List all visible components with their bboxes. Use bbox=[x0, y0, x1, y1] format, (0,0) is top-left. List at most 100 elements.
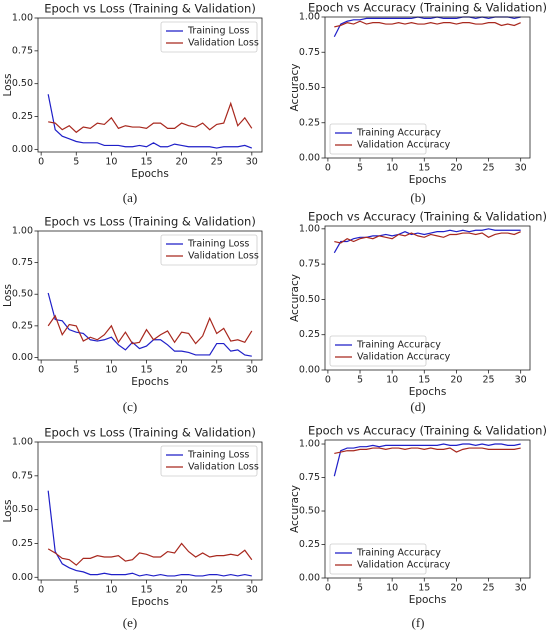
x-tick-label: 5 bbox=[73, 585, 79, 596]
legend-label: Validation Loss bbox=[188, 38, 259, 49]
x-axis-label: Epochs bbox=[409, 386, 447, 398]
y-tick-label: 1.00 bbox=[12, 437, 33, 448]
series-line bbox=[333, 443, 521, 477]
chart-panel: Epoch vs Loss (Training & Validation) Epo… bbox=[2, 426, 263, 630]
y-tick-label: 0.25 bbox=[299, 329, 320, 340]
legend-label: Training Loss bbox=[187, 239, 249, 250]
x-tick-label: 0 bbox=[38, 157, 44, 168]
x-tick-label: 10 bbox=[386, 163, 398, 174]
y-axis-label: Accuracy bbox=[289, 64, 301, 112]
x-tick-label: 30 bbox=[246, 157, 258, 168]
plot-frame bbox=[324, 225, 531, 371]
plot-frame bbox=[324, 16, 531, 159]
chart-title: Epoch vs Loss (Training & Validation) bbox=[44, 426, 256, 440]
chart-title: Epoch vs Loss (Training & Validation) bbox=[44, 215, 256, 229]
y-axis-label: Loss bbox=[2, 284, 14, 307]
chart-title: Epoch vs Accuracy (Training & Validation… bbox=[308, 424, 547, 438]
y-tick-label: 0.75 bbox=[12, 45, 33, 56]
x-tick-label: 0 bbox=[325, 163, 331, 174]
x-tick-label: 25 bbox=[483, 583, 495, 594]
series-line bbox=[333, 16, 521, 38]
x-tick-label: 5 bbox=[73, 157, 79, 168]
y-tick-label: 1.00 bbox=[299, 12, 320, 23]
x-tick-label: 0 bbox=[38, 585, 44, 596]
x-tick-label: 15 bbox=[418, 375, 430, 386]
chart-panel: Epoch vs Accuracy (Training & Validation… bbox=[289, 424, 547, 630]
y-tick-label: 0.75 bbox=[12, 470, 33, 481]
legend-box bbox=[329, 543, 427, 575]
legend-label: Validation Accuracy bbox=[357, 352, 451, 363]
y-tick-label: 0.25 bbox=[299, 117, 320, 128]
y-axis-label: Loss bbox=[2, 73, 14, 96]
y-tick-label: 1.00 bbox=[12, 13, 33, 24]
x-tick-label: 0 bbox=[325, 375, 331, 386]
x-tick-label: 0 bbox=[325, 583, 331, 594]
x-tick-label: 15 bbox=[140, 157, 152, 168]
legend-label: Validation Loss bbox=[188, 462, 259, 473]
y-tick-label: 0.75 bbox=[299, 259, 320, 270]
x-tick-label: 25 bbox=[211, 365, 223, 376]
legend-box bbox=[160, 445, 258, 477]
x-tick-label: 30 bbox=[515, 375, 527, 386]
y-tick-label: 0.50 bbox=[299, 82, 320, 93]
series-line bbox=[47, 490, 252, 577]
y-tick-label: 1.00 bbox=[12, 226, 33, 237]
plot-frame bbox=[37, 441, 263, 581]
x-axis-label: Epochs bbox=[409, 594, 447, 606]
panel-caption: (d) bbox=[410, 399, 425, 414]
y-tick-label: 0.00 bbox=[299, 365, 320, 376]
x-tick-label: 20 bbox=[450, 583, 462, 594]
legend-label: Training Accuracy bbox=[356, 548, 441, 559]
series-line bbox=[48, 101, 253, 134]
chart-panel: Epoch vs Loss (Training & Validation) Epo… bbox=[2, 2, 263, 205]
x-tick-label: 10 bbox=[105, 585, 117, 596]
legend-box bbox=[160, 21, 258, 53]
x-axis-label: Epochs bbox=[409, 174, 447, 186]
legend-box bbox=[329, 123, 427, 155]
series-line bbox=[47, 542, 253, 566]
x-tick-label: 25 bbox=[483, 375, 495, 386]
chart-title: Epoch vs Accuracy (Training & Validation… bbox=[308, 1, 547, 15]
plot-frame bbox=[37, 230, 263, 361]
x-tick-label: 5 bbox=[73, 365, 79, 376]
y-axis-label: Accuracy bbox=[289, 274, 301, 322]
x-tick-label: 25 bbox=[211, 585, 223, 596]
chart-title: Epoch vs Loss (Training & Validation) bbox=[44, 2, 256, 16]
x-tick-label: 0 bbox=[38, 365, 44, 376]
y-tick-label: 0.25 bbox=[299, 539, 320, 550]
series-line bbox=[334, 20, 521, 28]
y-tick-label: 0.75 bbox=[12, 257, 33, 268]
series-line bbox=[333, 228, 521, 254]
legend-label: Validation Accuracy bbox=[357, 140, 451, 151]
x-tick-label: 20 bbox=[176, 585, 188, 596]
x-tick-label: 5 bbox=[357, 163, 363, 174]
x-tick-label: 20 bbox=[450, 375, 462, 386]
y-tick-label: 0.75 bbox=[299, 47, 320, 58]
legend-label: Training Loss bbox=[187, 450, 249, 461]
legend-box bbox=[160, 234, 258, 266]
x-tick-label: 15 bbox=[418, 163, 430, 174]
y-tick-label: 0.50 bbox=[12, 78, 33, 89]
x-tick-label: 30 bbox=[515, 163, 527, 174]
x-tick-label: 10 bbox=[386, 583, 398, 594]
y-tick-label: 0.50 bbox=[299, 294, 320, 305]
y-tick-label: 0.25 bbox=[12, 320, 33, 331]
y-tick-label: 0.50 bbox=[12, 289, 33, 300]
y-tick-label: 0.50 bbox=[299, 506, 320, 517]
legend-box bbox=[329, 335, 427, 367]
plot-frame bbox=[324, 439, 531, 579]
legend-label: Validation Accuracy bbox=[357, 560, 451, 571]
legend-label: Training Accuracy bbox=[356, 128, 441, 139]
y-tick-label: 1.00 bbox=[299, 439, 320, 450]
x-tick-label: 30 bbox=[246, 365, 258, 376]
y-tick-label: 0.25 bbox=[12, 538, 33, 549]
x-axis-label: Epochs bbox=[131, 596, 169, 608]
x-tick-label: 25 bbox=[483, 163, 495, 174]
y-tick-label: 0.00 bbox=[299, 153, 320, 164]
x-tick-label: 15 bbox=[140, 585, 152, 596]
x-tick-label: 20 bbox=[176, 365, 188, 376]
x-tick-label: 25 bbox=[211, 157, 223, 168]
y-axis-label: Accuracy bbox=[289, 485, 301, 533]
x-tick-label: 10 bbox=[386, 375, 398, 386]
